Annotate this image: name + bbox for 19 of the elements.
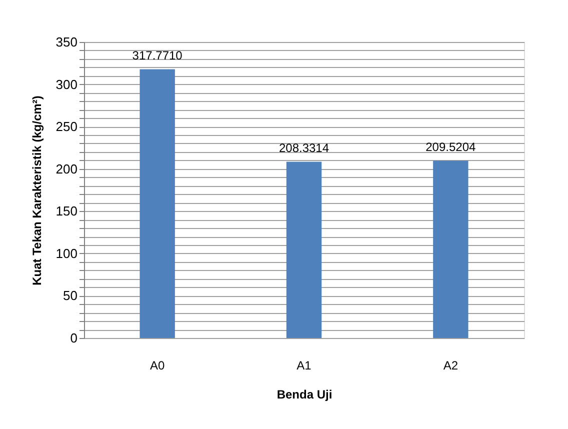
data-label: 209.5204 <box>426 140 476 154</box>
x-tick-label: A0 <box>150 358 165 372</box>
y-tick-label: 50 <box>63 288 78 304</box>
y-tick-label: 200 <box>56 161 78 176</box>
data-label: 317.7710 <box>132 48 183 62</box>
y-tick-label: 250 <box>56 119 78 134</box>
bar <box>433 160 468 338</box>
bar <box>140 69 175 338</box>
data-label: 208.3314 <box>278 140 330 155</box>
y-tick-label: 150 <box>56 204 78 219</box>
y-tick-label: 300 <box>56 76 78 92</box>
x-axis-title: Benda Uji <box>276 388 332 402</box>
y-tick-label: 0 <box>70 330 78 346</box>
y-tick-label: 350 <box>56 34 78 50</box>
x-tick-label: A1 <box>296 358 312 372</box>
y-tick-label: 100 <box>56 246 78 261</box>
x-tick-label: A2 <box>443 358 458 372</box>
y-axis-title: Kuat Tekan Karakteristik (kg/cm²) <box>30 96 44 286</box>
bar <box>286 162 322 338</box>
